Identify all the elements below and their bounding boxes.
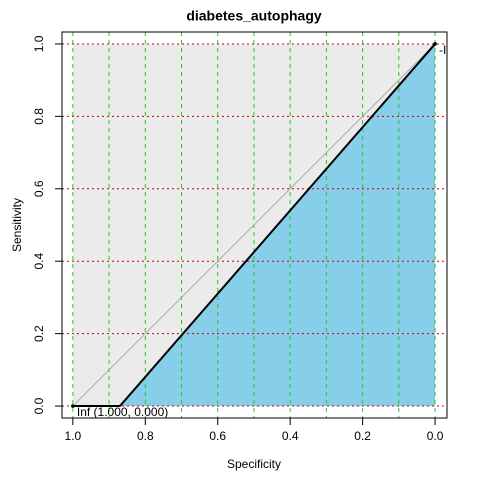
- identity-line: [72, 43, 436, 407]
- threshold-label: -Inf: [439, 43, 457, 57]
- x-tick-label: 0.6: [209, 429, 226, 443]
- threshold-point: [433, 42, 437, 46]
- plot-box: [61, 31, 448, 419]
- y-tick-label: 0.8: [32, 108, 46, 125]
- x-tick-label: 0.8: [137, 429, 154, 443]
- y-tick-label: 0.2: [32, 325, 46, 342]
- y-tick-label: 0.4: [32, 253, 46, 270]
- y-tick-label: 1.0: [32, 35, 46, 52]
- threshold-point: [71, 404, 75, 408]
- chart-title: diabetes_autophagy: [186, 8, 322, 24]
- x-tick-label: 0.2: [354, 429, 371, 443]
- roc-curve: [72, 43, 436, 408]
- auc-area: [72, 43, 436, 407]
- x-axis-label: Specificity: [227, 457, 281, 471]
- y-axis-label: Sensitivity: [10, 198, 24, 252]
- plot-area: Inf (1.000, 0.000) -Inf: [62, 32, 457, 419]
- y-tick-label: 0.0: [32, 397, 46, 414]
- x-tick-label: 0.4: [282, 429, 299, 443]
- x-tick-label: 0.0: [427, 429, 444, 443]
- threshold-label: Inf (1.000, 0.000): [77, 405, 168, 419]
- y-tick-label: 0.6: [32, 180, 46, 197]
- x-tick-label: 1.0: [65, 429, 82, 443]
